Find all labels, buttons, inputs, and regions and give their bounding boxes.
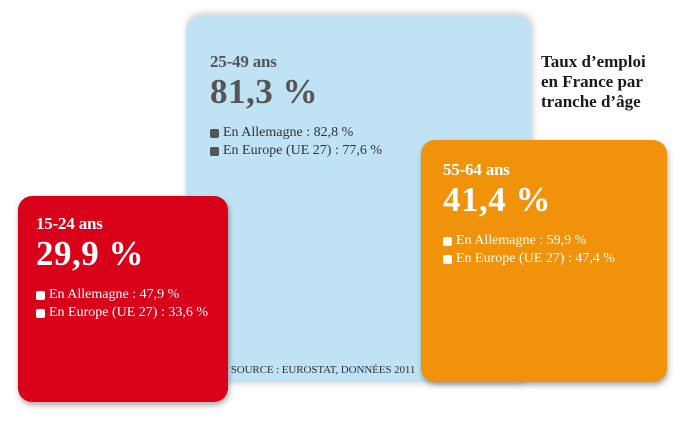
legend-germany-text: En Allemagne : 59,9 % — [456, 233, 587, 248]
legend: En Allemagne : 59,9 % En Europe (UE 27) … — [443, 232, 667, 268]
square-bullet-icon — [443, 236, 452, 246]
france-value: 29,9 % — [36, 234, 144, 273]
square-bullet-icon — [443, 254, 452, 264]
title-line: tranche d’âge — [541, 92, 641, 111]
title-line: Taux d’emploi — [541, 52, 646, 71]
age-label: 15-24 ans — [36, 214, 103, 233]
legend-europe-text: En Europe (UE 27) : 77,6 % — [223, 143, 383, 158]
square-bullet-icon — [210, 128, 219, 138]
square-bullet-icon — [36, 308, 45, 318]
legend-germany: En Allemagne : 59,9 % — [443, 232, 667, 250]
square-bullet-icon — [36, 290, 45, 300]
legend-germany: En Allemagne : 82,8 % — [210, 124, 532, 142]
box-55-64: 55-64 ans 41,4 % En Allemagne : 59,9 % E… — [421, 140, 667, 382]
legend-germany-text: En Allemagne : 82,8 % — [223, 125, 354, 140]
legend: En Allemagne : 82,8 % En Europe (UE 27) … — [210, 124, 532, 160]
age-label: 55-64 ans — [443, 160, 510, 179]
box-15-24: 15-24 ans 29,9 % En Allemagne : 47,9 % E… — [18, 196, 228, 402]
square-bullet-icon — [210, 146, 219, 156]
age-label: 25-49 ans — [210, 52, 277, 71]
france-value: 81,3 % — [210, 72, 318, 111]
chart-title: Taux d’emploi en France par tranche d’âg… — [541, 52, 681, 112]
legend-germany: En Allemagne : 47,9 % — [36, 286, 228, 304]
legend-europe: En Europe (UE 27) : 33,6 % — [36, 304, 228, 322]
title-line: en France par — [541, 72, 643, 91]
source-note: SOURCE : EUROSTAT, DONNÉES 2011 — [230, 364, 416, 376]
legend-europe-text: En Europe (UE 27) : 33,6 % — [49, 305, 209, 320]
france-value: 41,4 % — [443, 180, 551, 219]
legend-germany-text: En Allemagne : 47,9 % — [49, 287, 180, 302]
legend-europe: En Europe (UE 27) : 47,4 % — [443, 250, 667, 268]
legend: En Allemagne : 47,9 % En Europe (UE 27) … — [36, 286, 228, 322]
legend-europe-text: En Europe (UE 27) : 47,4 % — [456, 251, 616, 266]
legend-europe: En Europe (UE 27) : 77,6 % — [210, 142, 532, 160]
